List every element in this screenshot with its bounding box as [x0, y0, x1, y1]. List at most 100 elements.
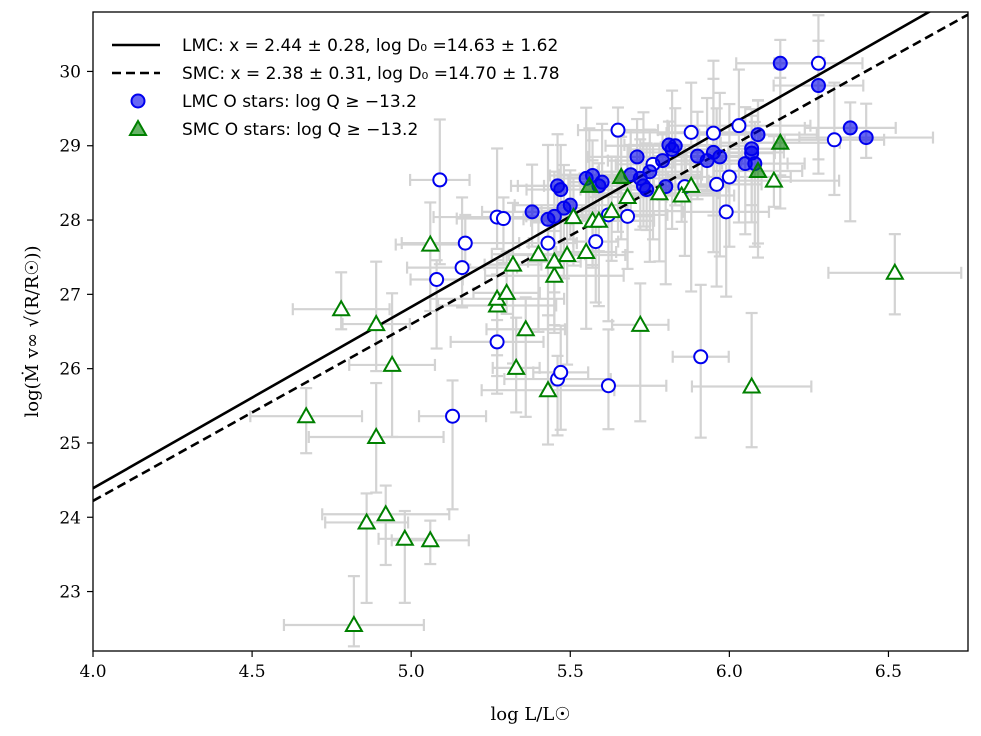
smc-point-open	[617, 186, 638, 205]
lmc-point-filled	[667, 138, 683, 154]
lmc-point-open	[718, 204, 734, 220]
lmc-point-open	[810, 55, 826, 71]
smc-point-open	[366, 426, 386, 445]
lmc-point-filled	[705, 144, 721, 160]
smc-point-open	[331, 299, 351, 317]
smc-point-open	[516, 319, 536, 337]
lmc-point-filled	[594, 174, 610, 190]
smc-point-open	[420, 234, 440, 252]
axes: 4.0 4.5 5.0 5.5 6.0 6.5 23 24 25 26 27 28 29 30 log L/…	[20, 11, 969, 725]
lmc-point-open	[610, 122, 626, 138]
y-tick-label: 30	[59, 62, 81, 82]
smc-point-filled	[579, 175, 600, 193]
y-tick-label: 25	[59, 434, 81, 454]
lmc-point-filled	[546, 208, 562, 224]
lmc-point-open	[454, 260, 470, 276]
lmc-point-filled	[642, 164, 658, 180]
x-tick-label: 4.0	[79, 662, 106, 682]
lmc-point-filled	[639, 182, 655, 198]
smc-point-open	[344, 614, 364, 632]
plot-frame	[92, 11, 969, 652]
smc-point-open	[420, 530, 440, 548]
lmc-point-open	[620, 208, 636, 224]
legend-lmc-marker	[130, 93, 146, 109]
x-tick-label: 5.0	[398, 662, 425, 682]
smc-point-open	[576, 241, 596, 259]
lmc-point-filled	[858, 130, 874, 146]
smc-point-open	[601, 201, 622, 219]
y-tick-label: 28	[59, 211, 81, 231]
lmc-point-open	[432, 172, 448, 188]
x-tick-label: 6.0	[716, 662, 743, 682]
legend-entry-0: LMC: x = 2.44 ± 0.28, log D₀ =14.63 ± 1.…	[182, 36, 558, 56]
smc-point-filled	[748, 160, 768, 179]
smc-point-open	[382, 354, 402, 372]
legend-entry-2: LMC O stars: log Q ≥ −13.2	[182, 92, 417, 112]
smc-point-open	[376, 504, 396, 522]
legend-entry-3: SMC O stars: log Q ≥ −13.2	[182, 120, 418, 140]
smc-point-open	[557, 244, 577, 262]
smc-point-open	[296, 406, 316, 424]
lmc-point-open	[731, 118, 747, 134]
smc-point-open	[528, 244, 549, 262]
smc-fit-line	[93, 13, 968, 503]
lmc-point-filled	[842, 120, 858, 136]
smc-point-open	[681, 175, 701, 193]
lmc-point-open	[489, 334, 505, 350]
lmc-point-open	[721, 169, 737, 185]
x-tick-label: 5.5	[557, 662, 584, 682]
smc-point-filled	[770, 132, 790, 150]
y-tick-label: 23	[59, 583, 81, 603]
lmc-point-open	[540, 235, 556, 251]
smc-point-open	[395, 528, 415, 546]
smc-point-open	[885, 262, 905, 280]
lmc-point-open	[429, 271, 445, 287]
smc-point-open	[671, 185, 692, 203]
smc-point-open	[538, 380, 558, 398]
lmc-point-open	[457, 235, 473, 251]
lmc-point-open	[445, 408, 461, 424]
smc-point-filled	[611, 166, 631, 184]
x-tick-label: 6.5	[875, 662, 902, 682]
y-tick-label: 27	[59, 285, 81, 305]
lmc-fit-line	[93, 12, 932, 490]
x-tick-label: 4.5	[239, 662, 266, 682]
data-points	[296, 55, 905, 632]
smc-point-open	[630, 314, 650, 332]
smc-point-open	[496, 282, 517, 300]
lmc-point-filled	[524, 204, 540, 220]
lmc-point-open	[683, 124, 699, 140]
lmc-point-open	[693, 349, 709, 365]
lmc-point-filled	[629, 149, 645, 165]
lmc-point-filled	[810, 78, 826, 94]
smc-point-open	[563, 207, 584, 225]
y-tick-label: 26	[59, 360, 81, 380]
lmc-point-open	[495, 211, 511, 227]
smc-point-open	[764, 170, 784, 188]
lmc-point-open	[600, 378, 616, 394]
legend-smc-marker	[128, 118, 148, 136]
smc-point-open	[589, 210, 609, 228]
y-tick-label: 29	[59, 137, 81, 157]
smc-point-open	[366, 314, 386, 332]
legend-entry-1: SMC: x = 2.38 ± 0.31, log D₀ =14.70 ± 1.…	[182, 64, 560, 84]
lmc-point-open	[705, 125, 721, 141]
lmc-point-open	[588, 234, 604, 250]
smc-point-open	[503, 254, 523, 272]
smc-point-open	[649, 183, 670, 201]
lmc-point-filled	[750, 127, 766, 143]
lmc-point-open	[553, 364, 569, 380]
lmc-point-filled	[553, 182, 569, 198]
lmc-point-filled	[772, 55, 788, 71]
smc-point-open	[356, 512, 377, 530]
y-tick-label: 24	[59, 508, 81, 528]
y-axis-label: log(Ṁ v∞ √(R/R☉))	[20, 245, 43, 417]
legend: LMC: x = 2.44 ± 0.28, log D₀ =14.63 ± 1.…	[112, 36, 560, 140]
lmc-point-filled	[744, 141, 760, 157]
smc-point-open	[741, 376, 762, 394]
smc-point-open	[506, 357, 526, 375]
x-axis-label: log L/L☉	[491, 704, 571, 725]
smc-point-open	[544, 265, 565, 283]
lmc-point-open	[709, 176, 725, 192]
